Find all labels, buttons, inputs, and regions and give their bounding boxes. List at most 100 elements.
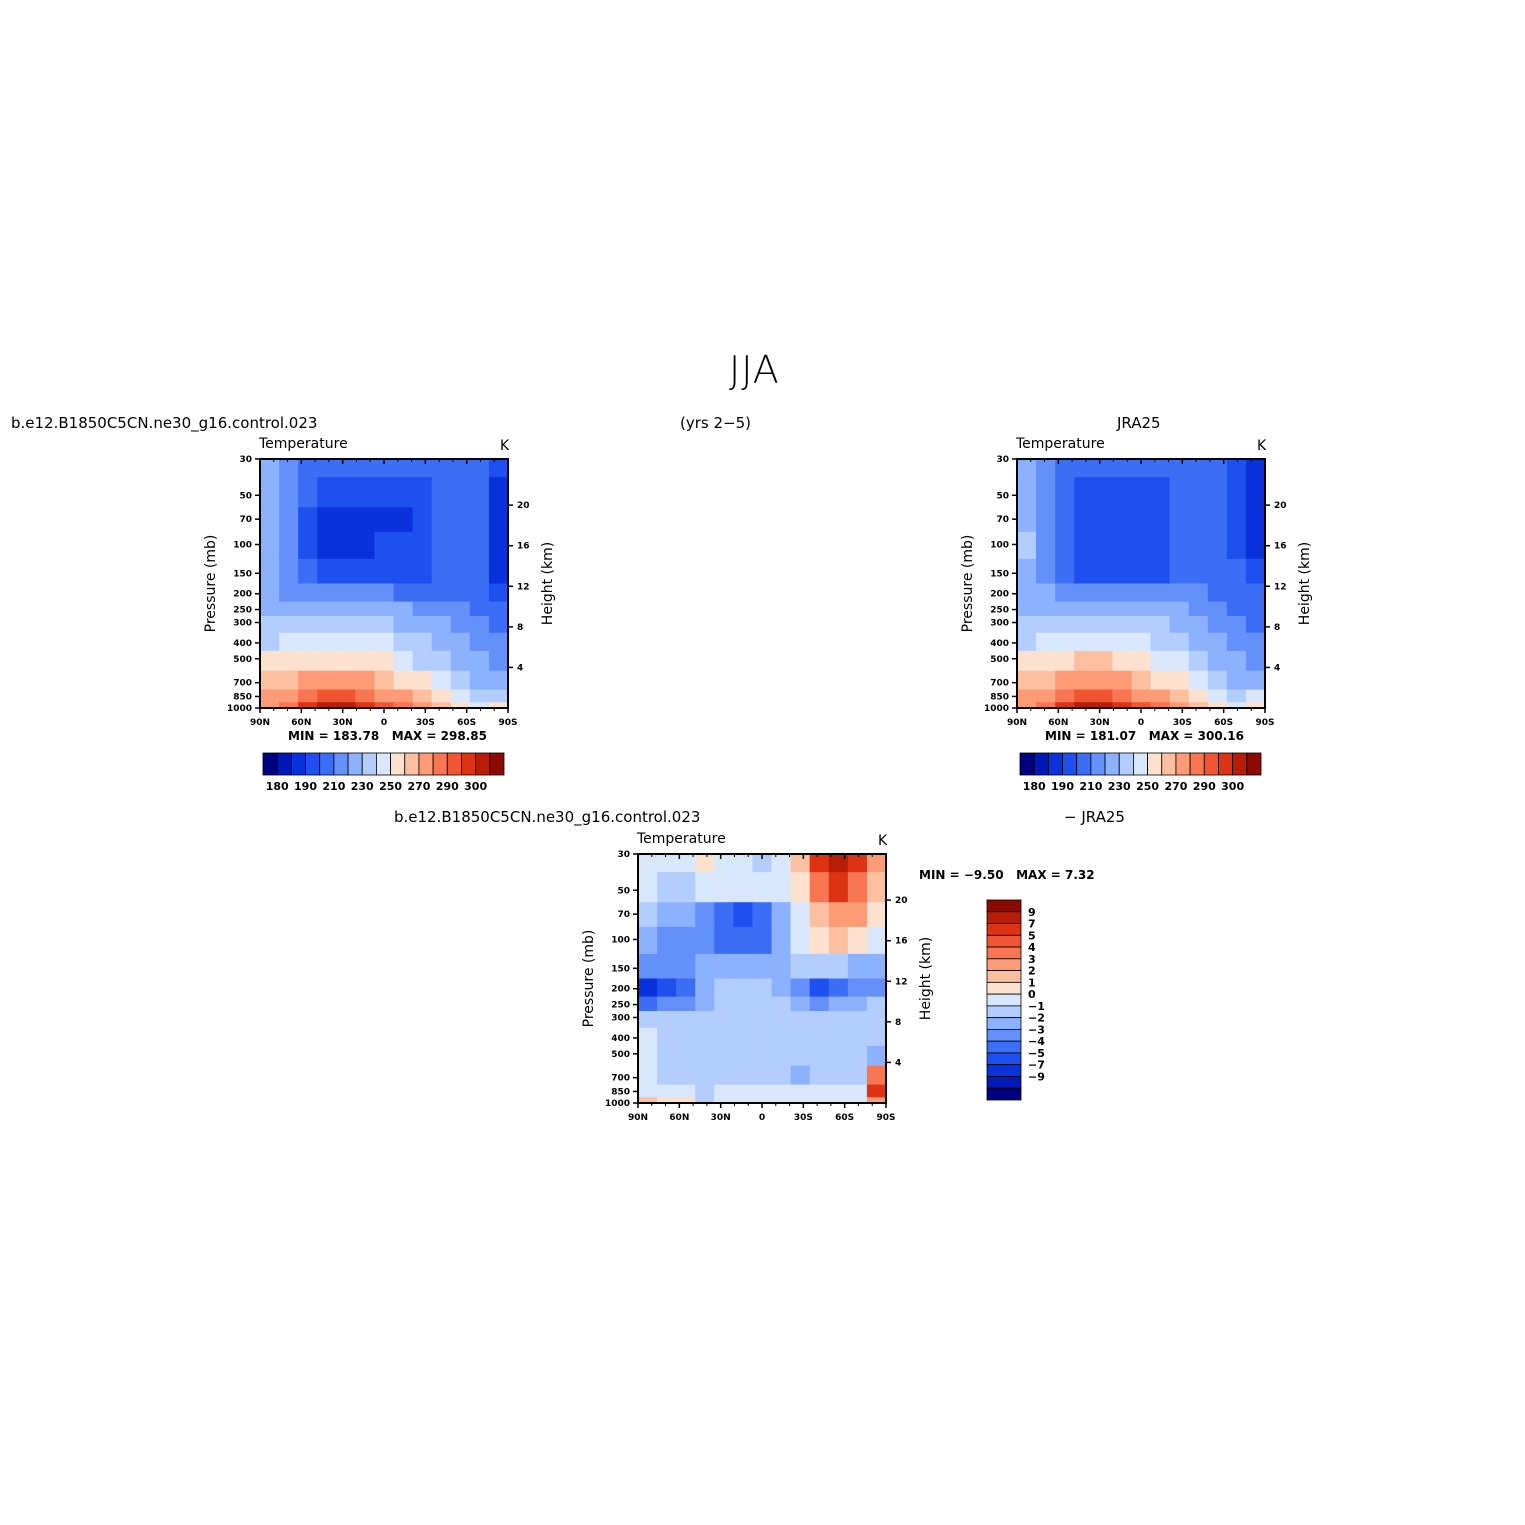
model-pressure-tick-label: 500: [233, 655, 252, 665]
model-cell: [279, 459, 299, 478]
obs-cell: [1074, 670, 1094, 691]
model-cell: [450, 507, 471, 533]
obs-cells: [1017, 459, 1266, 709]
model-minmax: MIN = 183.78 MAX = 298.85: [288, 729, 487, 743]
model-cell: [336, 689, 356, 703]
model-cell: [393, 601, 414, 617]
diff-colorbar-label: 5: [1028, 929, 1036, 942]
model-max-label: MAX =: [391, 729, 437, 743]
obs-cell: [1226, 531, 1247, 560]
diff-height-tick-label: 12: [895, 977, 908, 987]
diff-cell: [695, 953, 715, 980]
model-cell: [393, 670, 414, 691]
diff-cell: [714, 926, 734, 955]
model-cell: [374, 650, 395, 672]
obs-cell: [1112, 558, 1133, 585]
diff-cell: [638, 872, 658, 903]
obs-colorbar-swatch: [1076, 752, 1092, 776]
model-cell: [393, 632, 414, 652]
model-cell: [298, 650, 318, 672]
diff-cell: [866, 953, 887, 980]
diff-cell: [790, 1045, 811, 1067]
obs-pressure-tick-label: 400: [990, 639, 1009, 649]
diff-colorbar-label: −4: [1028, 1035, 1045, 1048]
diff-cell: [771, 953, 792, 980]
diff-cell: [847, 978, 868, 998]
obs-cell: [1131, 477, 1152, 508]
diff-cell: [752, 872, 773, 903]
model-colorbar-swatch: [446, 752, 462, 776]
model-cell: [355, 616, 376, 634]
diff-cell: [752, 1027, 773, 1047]
diff-colorbar-swatch: [986, 899, 1022, 913]
obs-cell: [1093, 702, 1113, 709]
diff-cell: [866, 872, 887, 903]
model-cell: [355, 583, 376, 603]
obs-cell: [1036, 670, 1056, 691]
model-colorbar-swatch: [475, 752, 491, 776]
model-cell: [469, 459, 490, 478]
diff-pressure-tick-label: 70: [617, 910, 630, 920]
model-cell: [298, 689, 318, 703]
diff-cell: [847, 953, 868, 980]
model-cell: [431, 670, 452, 691]
diff-cell: [657, 926, 677, 955]
diff-cell: [638, 1011, 658, 1029]
diff-min-label: MIN =: [919, 868, 960, 882]
obs-cell: [1112, 616, 1133, 634]
obs-cell: [1131, 616, 1152, 634]
obs-lat-tick-label: 90N: [1007, 718, 1027, 728]
model-cell: [317, 531, 337, 560]
obs-cell: [1245, 477, 1266, 508]
diff-case-name: b.e12.B1850C5CN.ne30_g16.control.023: [394, 808, 701, 826]
model-lat-tick-label: 90S: [498, 718, 517, 728]
obs-colorbar-swatch: [1090, 752, 1106, 776]
model-cell: [469, 702, 490, 709]
obs-cell: [1150, 583, 1171, 603]
diff-cell: [695, 1011, 715, 1029]
obs-cell: [1055, 507, 1075, 533]
diff-colorbar-swatch: [986, 1029, 1022, 1042]
obs-colorbar-label: 230: [1108, 780, 1131, 793]
model-cell: [488, 558, 509, 585]
diff-cell: [638, 996, 658, 1012]
diff-cell: [638, 854, 658, 873]
obs-cell: [1245, 507, 1266, 533]
obs-cell: [1150, 601, 1171, 617]
obs-cell: [1074, 601, 1094, 617]
obs-cell: [1245, 702, 1266, 709]
model-cell: [374, 601, 395, 617]
diff-cell: [676, 1065, 696, 1086]
model-cell: [450, 689, 471, 703]
obs-cell: [1245, 459, 1266, 478]
diff-cell: [809, 1084, 830, 1098]
diff-cell: [752, 953, 773, 980]
model-colorbar-swatch: [319, 752, 335, 776]
diff-cell: [790, 902, 811, 928]
diff-cell: [809, 926, 830, 955]
obs-colorbar-swatch: [1232, 752, 1248, 776]
diff-cell: [809, 1045, 830, 1067]
diff-cell: [847, 1065, 868, 1086]
diff-colorbar-swatch: [986, 981, 1022, 995]
diff-cell: [847, 902, 868, 928]
model-cell: [355, 459, 376, 478]
model-cell: [279, 689, 299, 703]
diff-colorbar-label: −7: [1028, 1059, 1045, 1072]
obs-cell: [1226, 670, 1247, 691]
diff-cell: [866, 926, 887, 955]
model-cell: [450, 558, 471, 585]
obs-colorbar-label: 270: [1164, 780, 1187, 793]
model-cell: [469, 650, 490, 672]
diff-cell: [828, 1084, 849, 1098]
model-cell: [412, 583, 433, 603]
diff-cell: [866, 1011, 887, 1029]
obs-colorbar-swatch: [1218, 752, 1234, 776]
model-cell: [260, 507, 280, 533]
diff-cell: [714, 902, 734, 928]
diff-pressure-tick-label: 850: [611, 1087, 630, 1097]
obs-cell: [1150, 689, 1171, 703]
obs-cell: [1188, 507, 1209, 533]
obs-cell: [1169, 689, 1190, 703]
